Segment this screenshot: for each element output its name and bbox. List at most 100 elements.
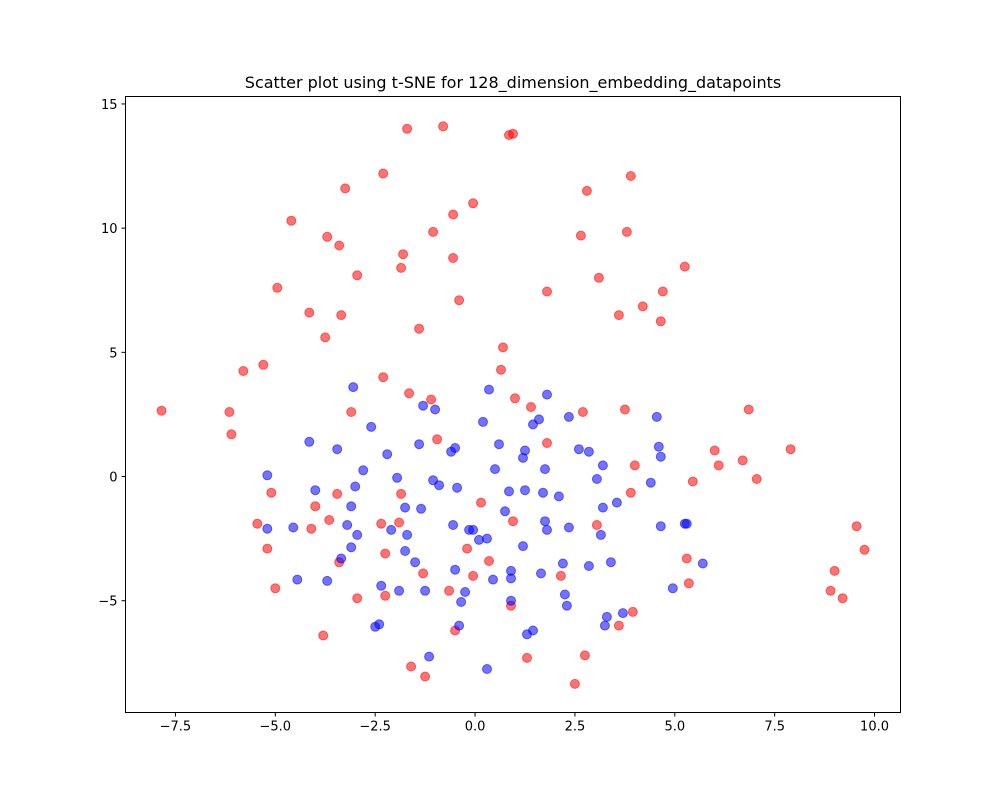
- scatter-point-s1-25: [400, 546, 411, 556]
- scatter-point-s1-46: [474, 534, 484, 545]
- scatter-point-s0-64: [542, 438, 552, 448]
- scatter-point-s0-3: [238, 366, 249, 376]
- scatter-point-s0-75: [613, 620, 624, 631]
- scatter-point-s0-37: [406, 661, 417, 672]
- scatter-point-s0-82: [637, 301, 648, 312]
- scatter-point-s1-72: [542, 524, 552, 535]
- scatter-point-s0-32: [396, 262, 407, 273]
- scatter-point-s1-58: [506, 595, 516, 606]
- scatter-point-s0-35: [402, 123, 413, 134]
- scatter-point-s0-94: [785, 444, 796, 455]
- scatter-point-s1-78: [563, 522, 574, 533]
- scatter-point-s1-62: [520, 485, 530, 496]
- scatter-point-s1-87: [605, 557, 616, 568]
- scatter-point-s1-98: [679, 518, 690, 529]
- scatter-point-s1-61: [520, 445, 530, 456]
- scatter-point-s1-2: [288, 522, 299, 533]
- scatter-point-s0-79: [625, 171, 636, 181]
- scatter-point-s1-47: [478, 416, 488, 427]
- scatter-point-s0-55: [496, 364, 506, 375]
- scatter-point-s0-71: [581, 185, 592, 196]
- x-axis: −7.5 −5.0 −2.5 0.0 2.5 5.0 7.5 10.0: [160, 712, 889, 735]
- scatter-point-s1-45: [468, 524, 479, 535]
- scatter-point-s1-21: [386, 524, 397, 535]
- scatter-point-s0-73: [593, 272, 604, 283]
- scatter-point-s1-34: [430, 404, 441, 415]
- x-tick-label: −2.5: [359, 720, 391, 735]
- scatter-point-s0-13: [310, 501, 321, 512]
- scatter-point-s0-96: [829, 565, 840, 576]
- scatter-point-s0-36: [404, 388, 415, 399]
- scatter-point-s1-10: [346, 501, 357, 512]
- scatter-point-s1-16: [366, 421, 377, 432]
- scatter-point-s1-9: [342, 520, 353, 530]
- x-tick-label: 7.5: [764, 720, 785, 735]
- scatter-point-s0-67: [569, 678, 580, 689]
- scatter-point-s1-32: [424, 651, 435, 662]
- scatter-point-s0-29: [380, 548, 391, 559]
- scatter-point-s1-66: [534, 414, 544, 425]
- scatter-point-s0-26: [378, 168, 389, 179]
- scatter-point-s1-6: [322, 575, 333, 586]
- scatter-point-s0-51: [468, 198, 479, 209]
- scatter-point-s1-13: [350, 481, 361, 492]
- y-axis: −5 0 5 10 15: [98, 98, 126, 610]
- scatter-point-s0-53: [476, 497, 486, 508]
- scatter-point-s1-84: [597, 460, 608, 471]
- scatter-point-s1-64: [528, 625, 538, 636]
- scatter-point-s0-83: [655, 316, 666, 327]
- scatter-point-s1-52: [490, 464, 500, 475]
- scatter-point-s1-80: [583, 446, 594, 457]
- scatter-point-s1-12: [348, 382, 359, 393]
- scatter-point-s1-29: [416, 503, 427, 514]
- scatter-point-s1-81: [583, 561, 594, 571]
- scatter-point-s1-74: [557, 558, 568, 569]
- scatter-point-s0-38: [414, 323, 425, 334]
- y-tick-label: 10: [101, 222, 118, 237]
- x-tick-label: −7.5: [160, 720, 192, 735]
- scatter-point-s1-43: [460, 587, 471, 597]
- scatter-point-s0-39: [418, 568, 429, 579]
- scatter-point-s0-42: [428, 226, 439, 237]
- scatter-point-s0-69: [577, 407, 588, 417]
- scatter-point-s0-21: [336, 310, 347, 321]
- scatter-point-s1-42: [456, 597, 467, 607]
- scatter-point-s1-23: [394, 585, 405, 596]
- scatter-point-s1-20: [382, 449, 393, 460]
- scatter-point-s1-18: [374, 619, 385, 630]
- scatter-point-s1-54: [500, 506, 510, 517]
- scatter-point-s0-93: [751, 474, 762, 484]
- scatter-point-s1-94: [655, 521, 666, 532]
- plot-frame: [125, 96, 901, 713]
- scatter-point-s1-22: [392, 472, 403, 483]
- scatter-point-s0-65: [542, 286, 552, 297]
- scatter-point-s0-86: [681, 553, 692, 564]
- x-tick-label: 5.0: [664, 720, 685, 735]
- scatter-point-s1-83: [595, 529, 606, 540]
- scatter-point-s0-19: [332, 488, 343, 499]
- y-tick-label: 0: [109, 471, 117, 486]
- scatter-point-s0-74: [613, 310, 624, 321]
- scatter-point-s1-82: [591, 474, 602, 484]
- scatter-point-s1-57: [506, 565, 516, 576]
- scatter-point-s1-97: [697, 558, 708, 569]
- x-tick-label: −5.0: [260, 720, 292, 735]
- scatter-point-s0-68: [575, 230, 586, 241]
- scatter-point-s1-37: [448, 520, 459, 530]
- scatter-point-s1-1: [262, 523, 273, 534]
- scatter-point-s0-0: [156, 405, 167, 416]
- scatter-point-s0-2: [226, 429, 237, 440]
- scatter-point-s1-89: [617, 608, 628, 619]
- scatter-point-s0-1: [224, 407, 235, 417]
- scatter-point-s1-39: [450, 564, 461, 575]
- scatter-point-s0-10: [286, 215, 297, 226]
- scatter-point-s1-24: [400, 502, 411, 513]
- scatter-point-s0-56: [498, 342, 508, 353]
- scatter-point-s1-68: [538, 487, 548, 498]
- scatter-point-s1-50: [484, 384, 494, 395]
- scatter-point-s0-89: [709, 445, 720, 456]
- scatter-point-s0-33: [396, 488, 407, 499]
- scatter-point-s1-77: [563, 411, 574, 422]
- scatter-point-s1-49: [482, 664, 492, 674]
